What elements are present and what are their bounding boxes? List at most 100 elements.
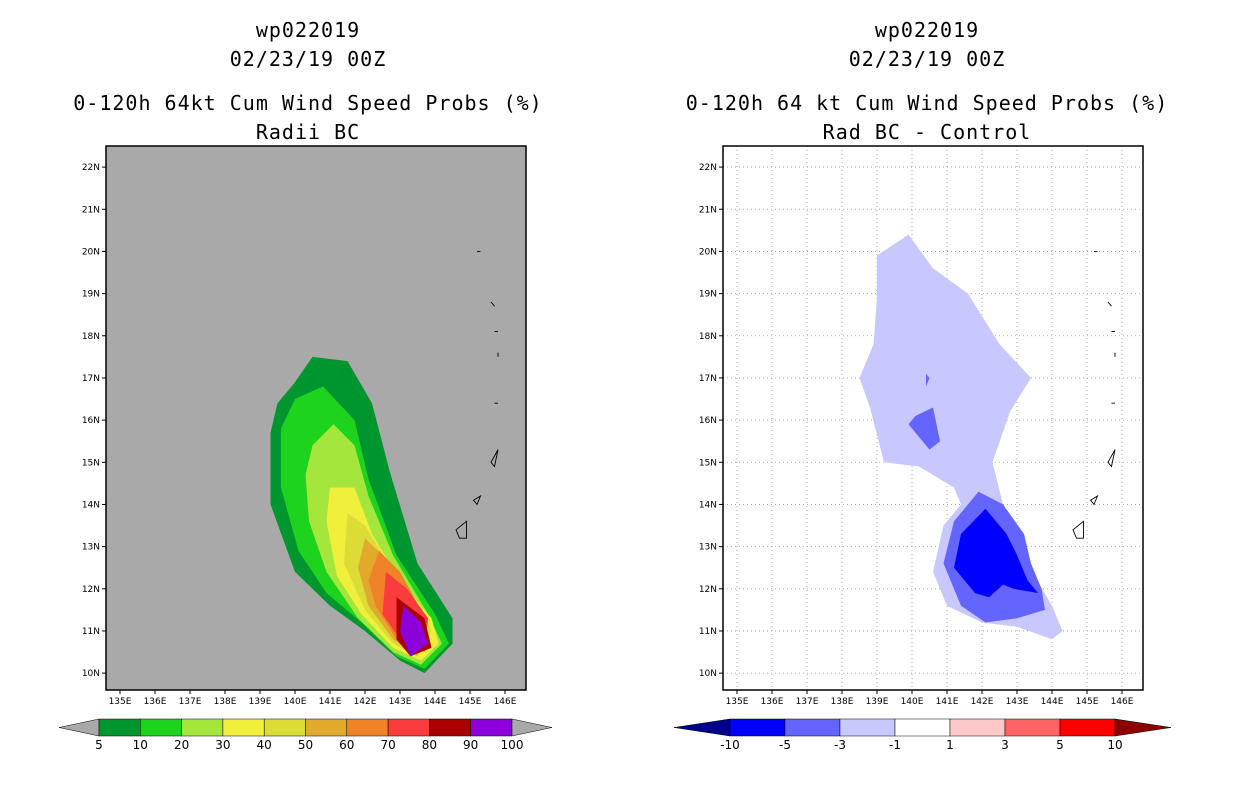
colorbar-box — [949, 718, 1006, 737]
colorbar-high-arrow — [511, 718, 553, 737]
island-outline — [1107, 449, 1116, 468]
x-tick-label: 146E — [494, 697, 517, 707]
island-outline — [1107, 301, 1112, 307]
y-tick-label: 17N — [82, 374, 100, 384]
colorbar-label: 50 — [298, 738, 313, 752]
colorbar-label: -5 — [779, 738, 791, 752]
x-tick-label: 142E — [971, 697, 994, 707]
right-date: 02/23/19 00Z — [848, 47, 1006, 71]
y-tick-label: 19N — [82, 290, 100, 300]
y-tick-label: 22N — [699, 163, 717, 173]
contour-minus3-small — [908, 407, 940, 450]
colorbar-0: 5 10 20 30 40 50 60 70 80 90 100 — [58, 718, 553, 752]
x-tick-label: 145E — [1076, 697, 1099, 707]
y-tick-label: 11N — [82, 627, 100, 637]
right-title: 0-120h 64 kt Cum Wind Speed Probs (%) — [685, 91, 1169, 115]
y-tick-label: 20N — [82, 247, 100, 257]
x-tick-label: 135E — [109, 697, 132, 707]
y-tick-label: 21N — [82, 205, 100, 215]
colorbar-label: -3 — [834, 738, 846, 752]
plot-frame — [722, 145, 1144, 691]
colorbar-box — [387, 718, 430, 737]
colorbar-label: 30 — [215, 738, 230, 752]
colorbar-1: -10 -5 -3 -1 1 3 5 10 — [673, 718, 1172, 752]
colorbar-label: -10 — [720, 738, 740, 752]
x-tick-label: 145E — [459, 697, 482, 707]
colorbar-low-arrow — [58, 718, 100, 737]
x-tick-label: 139E — [249, 697, 272, 707]
colorbar-label: 100 — [501, 738, 524, 752]
island-outline — [1072, 520, 1084, 539]
map-panel-1: 135E 136E 137E 138E 139E 140E 141E 142E 143E 144E… — [699, 145, 1144, 707]
y-tick-label: 13N — [82, 543, 100, 553]
y-tick-label: 10N — [699, 669, 717, 679]
colorbar-label: 10 — [133, 738, 148, 752]
x-tick-label: 141E — [936, 697, 959, 707]
y-tick-label: 20N — [699, 247, 717, 257]
colorbar-box — [305, 718, 348, 737]
island-outline — [490, 449, 499, 468]
right-subtitle: Rad BC - Control — [822, 120, 1032, 144]
y-tick-label: 16N — [699, 416, 717, 426]
x-tick-label: 143E — [389, 697, 412, 707]
island-outline — [455, 520, 467, 539]
x-tick-label: 140E — [901, 697, 924, 707]
colorbar-label: 70 — [380, 738, 395, 752]
colorbar-label: 40 — [257, 738, 272, 752]
x-tick-label: 144E — [424, 697, 447, 707]
x-tick-label: 136E — [144, 697, 167, 707]
x-tick-label: 135E — [726, 697, 749, 707]
left-storm-id: wp022019 — [255, 18, 361, 42]
y-tick-label: 12N — [82, 585, 100, 595]
y-tick-label: 15N — [699, 458, 717, 468]
left-title: 0-120h 64kt Cum Wind Speed Probs (%) — [73, 91, 543, 115]
x-tick-label: 143E — [1006, 697, 1029, 707]
colorbar-box — [98, 718, 141, 737]
contour-minus3-dot — [926, 373, 930, 387]
colorbar-box — [729, 718, 786, 737]
colorbar-box — [470, 718, 513, 737]
x-tick-label: 146E — [1111, 697, 1134, 707]
y-tick-label: 11N — [699, 627, 717, 637]
y-tick-label: 17N — [699, 374, 717, 384]
y-tick-label: 12N — [699, 585, 717, 595]
left-date: 02/23/19 00Z — [229, 47, 387, 71]
colorbar-box — [181, 718, 224, 737]
colorbar-box — [894, 718, 951, 737]
y-tick-label: 22N — [82, 163, 100, 173]
colorbar-label: 3 — [1001, 738, 1009, 752]
right-storm-id: wp022019 — [874, 18, 980, 42]
y-tick-label: 16N — [82, 416, 100, 426]
x-tick-label: 141E — [319, 697, 342, 707]
colorbar-box — [429, 718, 471, 737]
plot-frame — [105, 145, 527, 691]
colorbar-label: 5 — [1056, 738, 1064, 752]
y-tick-label: 14N — [82, 500, 100, 510]
colorbar-box — [1004, 718, 1061, 737]
left-subtitle: Radii BC — [255, 120, 361, 144]
colorbar-box — [784, 718, 841, 737]
colorbar-low-arrow — [673, 718, 731, 737]
y-tick-label: 19N — [699, 290, 717, 300]
colorbar-label: 80 — [422, 738, 437, 752]
colorbar-high-arrow — [1114, 718, 1172, 737]
island-outline — [1089, 494, 1099, 506]
x-tick-label: 144E — [1041, 697, 1064, 707]
x-tick-label: 139E — [866, 697, 889, 707]
colorbar-box — [263, 718, 306, 737]
contour-minus5 — [954, 508, 1038, 598]
colorbar-label: 5 — [95, 738, 103, 752]
y-tick-label: 14N — [699, 500, 717, 510]
y-tick-label: 18N — [82, 332, 100, 342]
colorbar-label: 10 — [1107, 738, 1122, 752]
colorbar-box — [1059, 718, 1116, 737]
map-panel-0: 135E 136E 137E 138E 139E 140E 141E 142E 143E 144E… — [82, 145, 527, 707]
x-tick-label: 137E — [796, 697, 819, 707]
x-tick-label: 140E — [284, 697, 307, 707]
y-tick-label: 13N — [699, 543, 717, 553]
y-tick-label: 15N — [82, 458, 100, 468]
colorbar-box — [839, 718, 896, 737]
colorbar-label: -1 — [889, 738, 901, 752]
y-tick-label: 21N — [699, 205, 717, 215]
